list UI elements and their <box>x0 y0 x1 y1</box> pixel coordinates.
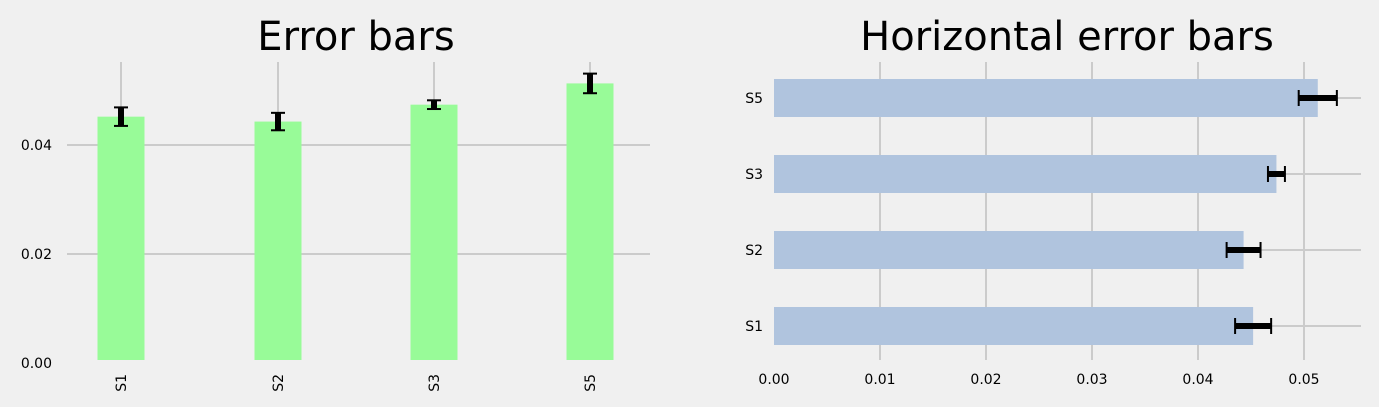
bar <box>410 104 458 360</box>
horizontal-bar-chart: 0.00 0.01 0.02 0.03 0.04 0.05 S1 S2 S3 S5 <box>745 62 1361 388</box>
bar <box>774 231 1244 269</box>
bar <box>97 116 145 360</box>
x-tick-label: S3 <box>427 374 443 392</box>
bar <box>774 155 1277 193</box>
bar <box>774 307 1254 345</box>
chart-2-title: Horizontal error bars <box>860 14 1274 60</box>
vertical-bar-chart: 0.00 0.02 0.04 S1 S2 S3 S5 <box>21 62 650 392</box>
y-tick-label: 0.00 <box>21 356 52 372</box>
bar <box>254 121 302 360</box>
y-tick-label: 0.04 <box>21 138 52 154</box>
y-tick-label: S2 <box>745 243 763 259</box>
x-tick-label: 0.01 <box>864 372 895 388</box>
y-tick-label: 0.02 <box>21 247 52 263</box>
x-tick-label: S5 <box>583 374 599 392</box>
x-tick-label: S1 <box>114 374 130 392</box>
x-tick-label: 0.03 <box>1076 372 1107 388</box>
bar <box>774 79 1318 117</box>
x-tick-label: 0.02 <box>970 372 1001 388</box>
x-tick-label: 0.05 <box>1288 372 1319 388</box>
x-tick-label: 0.00 <box>758 372 789 388</box>
chart-1-title: Error bars <box>257 14 454 60</box>
y-tick-label: S1 <box>745 319 763 335</box>
y-tick-label: S5 <box>745 91 763 107</box>
bar <box>566 83 614 360</box>
x-tick-label: S2 <box>271 374 287 392</box>
x-tick-label: 0.04 <box>1182 372 1213 388</box>
y-tick-label: S3 <box>745 167 763 183</box>
